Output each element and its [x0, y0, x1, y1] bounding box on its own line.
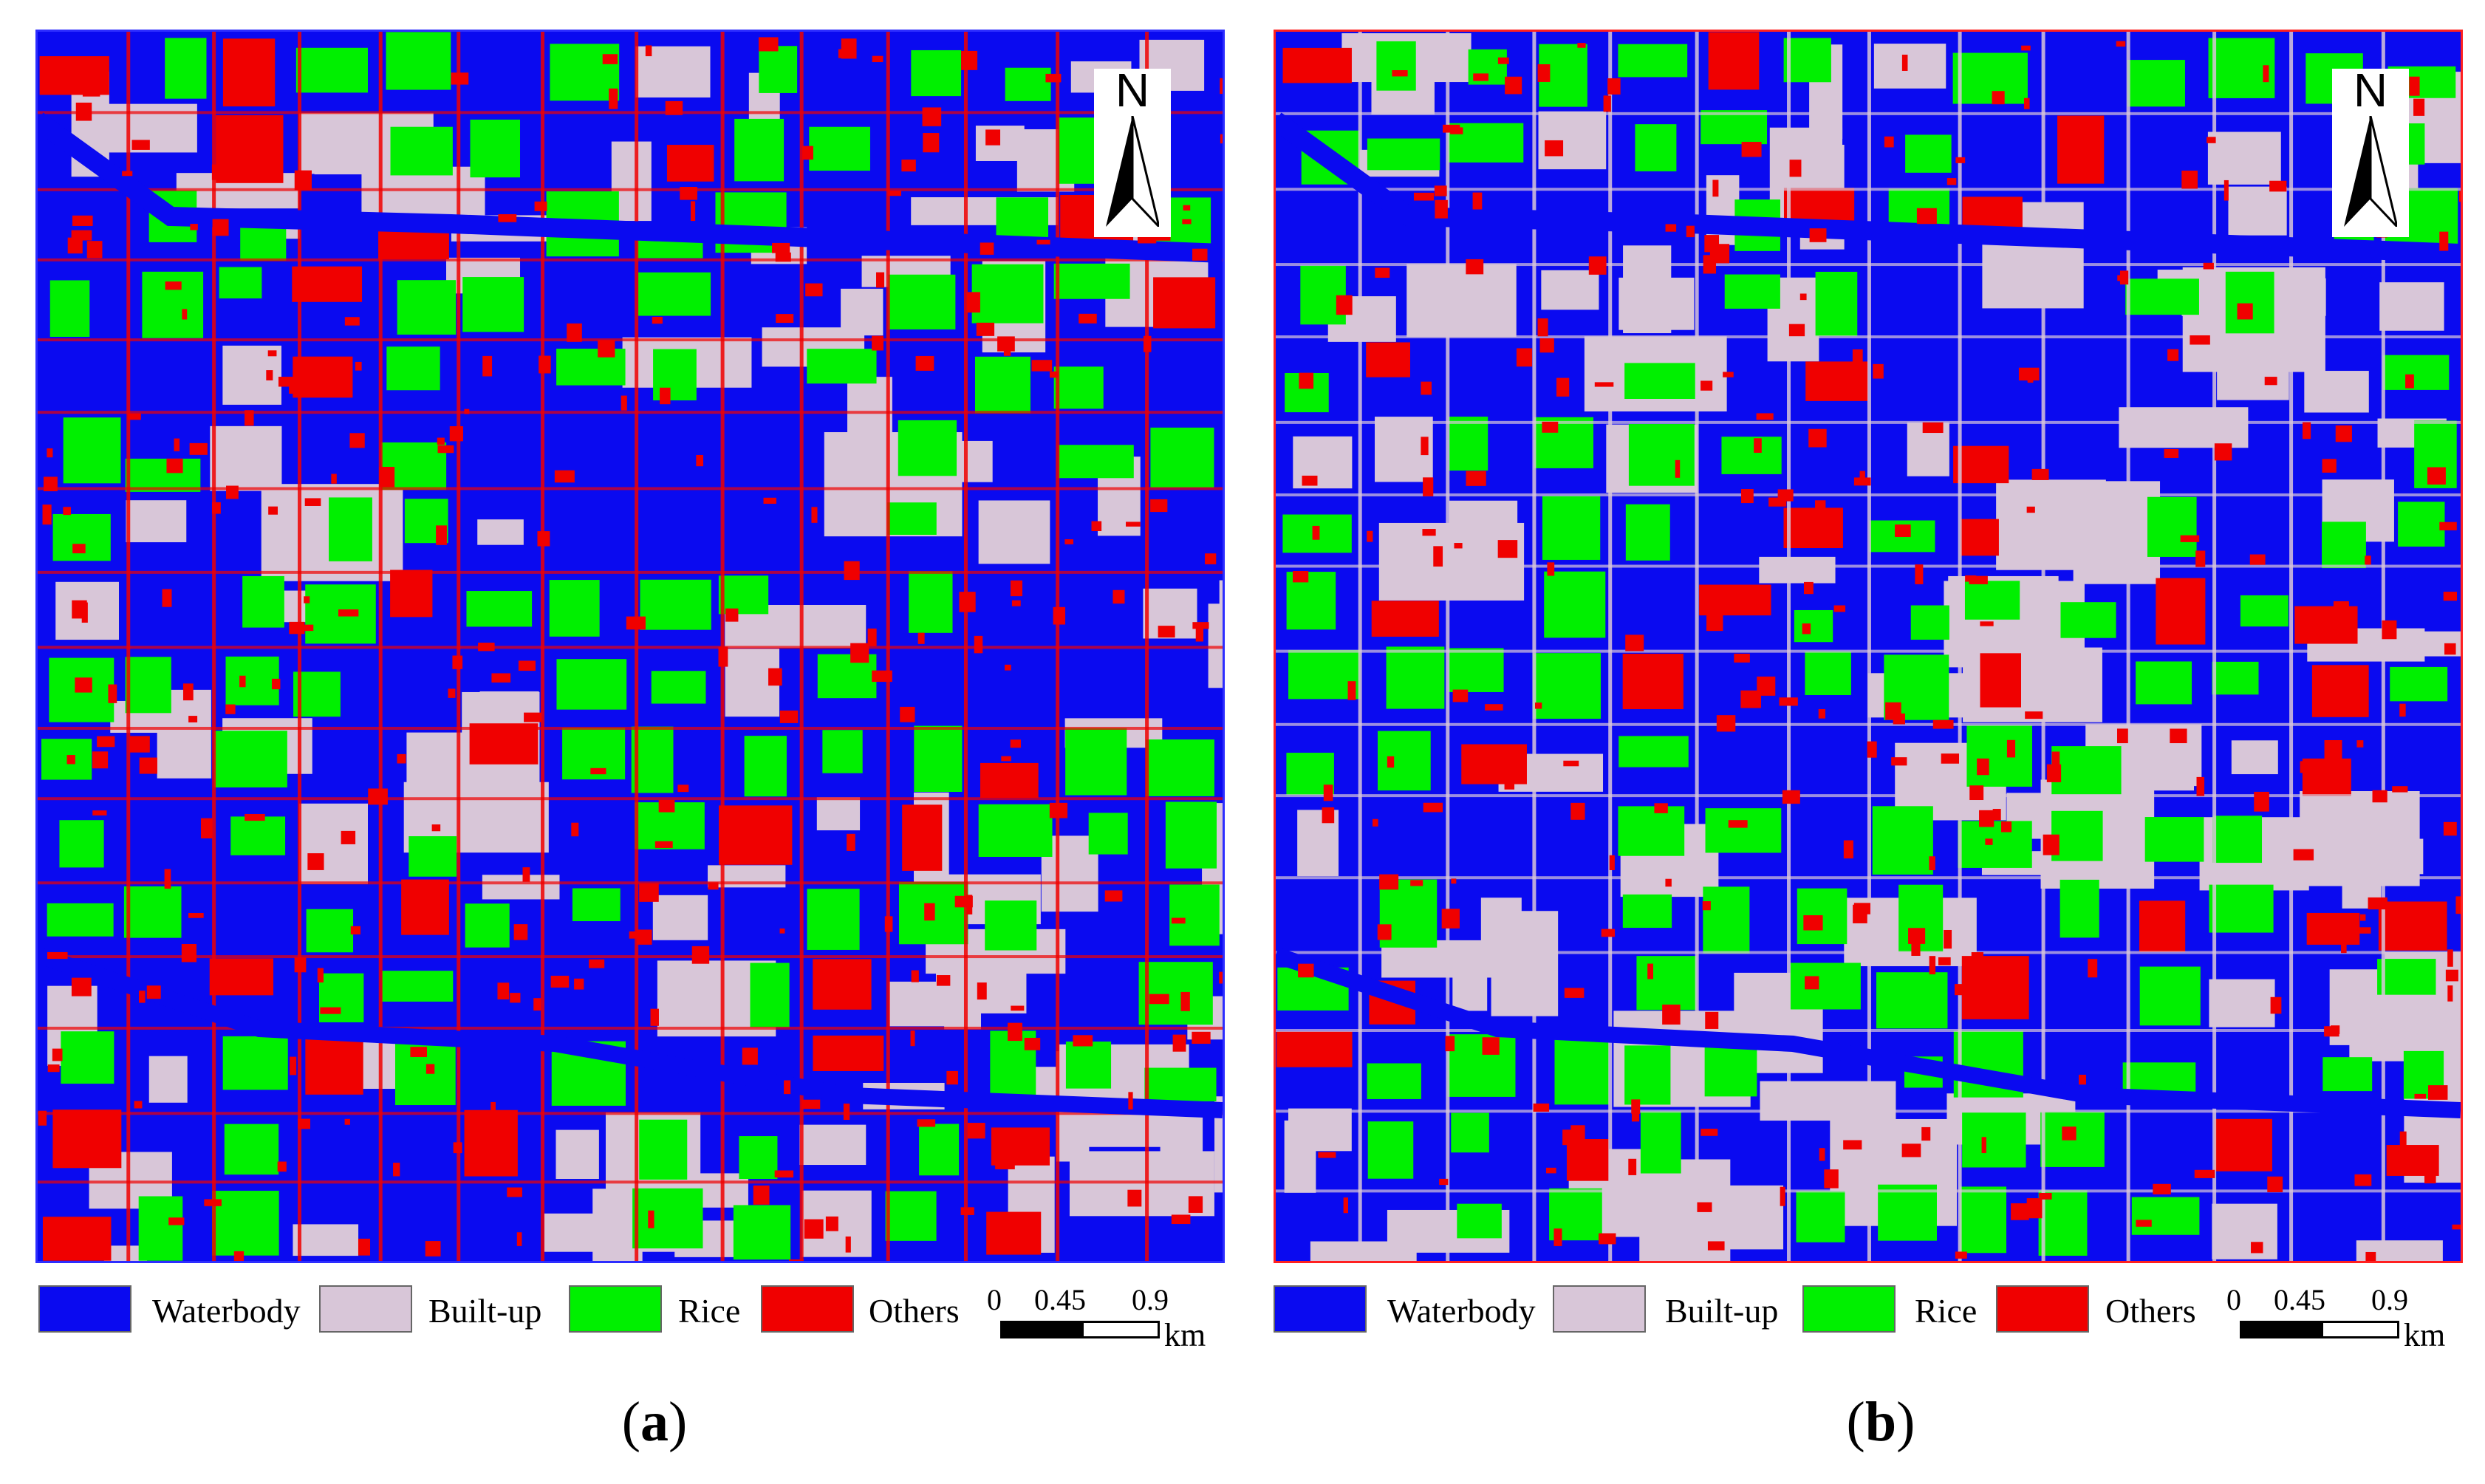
scale-segment-white [2321, 1321, 2399, 1338]
legend-swatch-others [761, 1285, 854, 1333]
caption-b: (b) [1846, 1391, 1915, 1453]
legend-label-rice: Rice [678, 1292, 741, 1330]
legend-label-waterbody: Waterbody [152, 1292, 301, 1330]
caption-letter-b: b [1864, 1391, 1897, 1453]
scale-tick-0: 0 [987, 1283, 1002, 1316]
legend-label-built-up: Built-up [428, 1292, 542, 1330]
scale-segment-white [1081, 1321, 1160, 1338]
scale-bar-a: 0 0.45 0.9 km [987, 1283, 1206, 1365]
land-cover-raster-a [38, 32, 1223, 1261]
legend-swatch-waterbody [38, 1285, 131, 1333]
north-arrow-a: N [1094, 64, 1171, 237]
scale-tick-2: 0.9 [1132, 1283, 1169, 1316]
north-arrow-icon [1106, 116, 1159, 227]
legend-b: Waterbody Built-up Rice Others [1242, 1278, 2485, 1344]
legend-a: Waterbody Built-up Rice Others [0, 1278, 1242, 1344]
scale-unit-b: km [2404, 1317, 2446, 1353]
legend-label-others: Others [2105, 1292, 2196, 1330]
scale-tick-1: 0.45 [1034, 1283, 1086, 1316]
north-arrow-b: N [2332, 64, 2409, 237]
legend-swatch-waterbody [1274, 1285, 1367, 1333]
north-label-a: N [1115, 64, 1150, 117]
legend-swatch-others [1996, 1285, 2089, 1333]
scale-segment-black [1000, 1321, 1083, 1338]
north-label-b: N [2353, 64, 2388, 117]
legend-swatch-built-up [319, 1285, 412, 1333]
legend-swatch-rice [569, 1285, 662, 1333]
panel-b: N Waterbody Built-up Rice Others 0 0.45 … [1242, 0, 2485, 1484]
scale-unit-a: km [1164, 1317, 1206, 1353]
scale-tick-2: 0.9 [2371, 1283, 2408, 1316]
classification-map-a[interactable]: N [35, 30, 1225, 1263]
legend-label-waterbody: Waterbody [1387, 1292, 1536, 1330]
caption-a: (a) [621, 1391, 688, 1453]
scale-segment-black [2240, 1321, 2322, 1338]
legend-swatch-built-up [1553, 1285, 1646, 1333]
north-arrow-icon [2344, 116, 2397, 227]
panel-a: N Waterbody Built-up Rice Others 0 0.45 … [0, 0, 1242, 1484]
scale-tick-0: 0 [2226, 1283, 2241, 1316]
legend-label-rice: Rice [1915, 1292, 1978, 1330]
scale-tick-1: 0.45 [2274, 1283, 2325, 1316]
classification-map-b[interactable]: N [1274, 30, 2463, 1263]
legend-swatch-rice [1802, 1285, 1896, 1333]
scale-bar-b: 0 0.45 0.9 km [2226, 1283, 2445, 1365]
legend-label-built-up: Built-up [1665, 1292, 1779, 1330]
legend-label-others: Others [869, 1292, 960, 1330]
land-cover-raster-b [1276, 32, 2461, 1261]
caption-letter-a: a [640, 1391, 669, 1453]
